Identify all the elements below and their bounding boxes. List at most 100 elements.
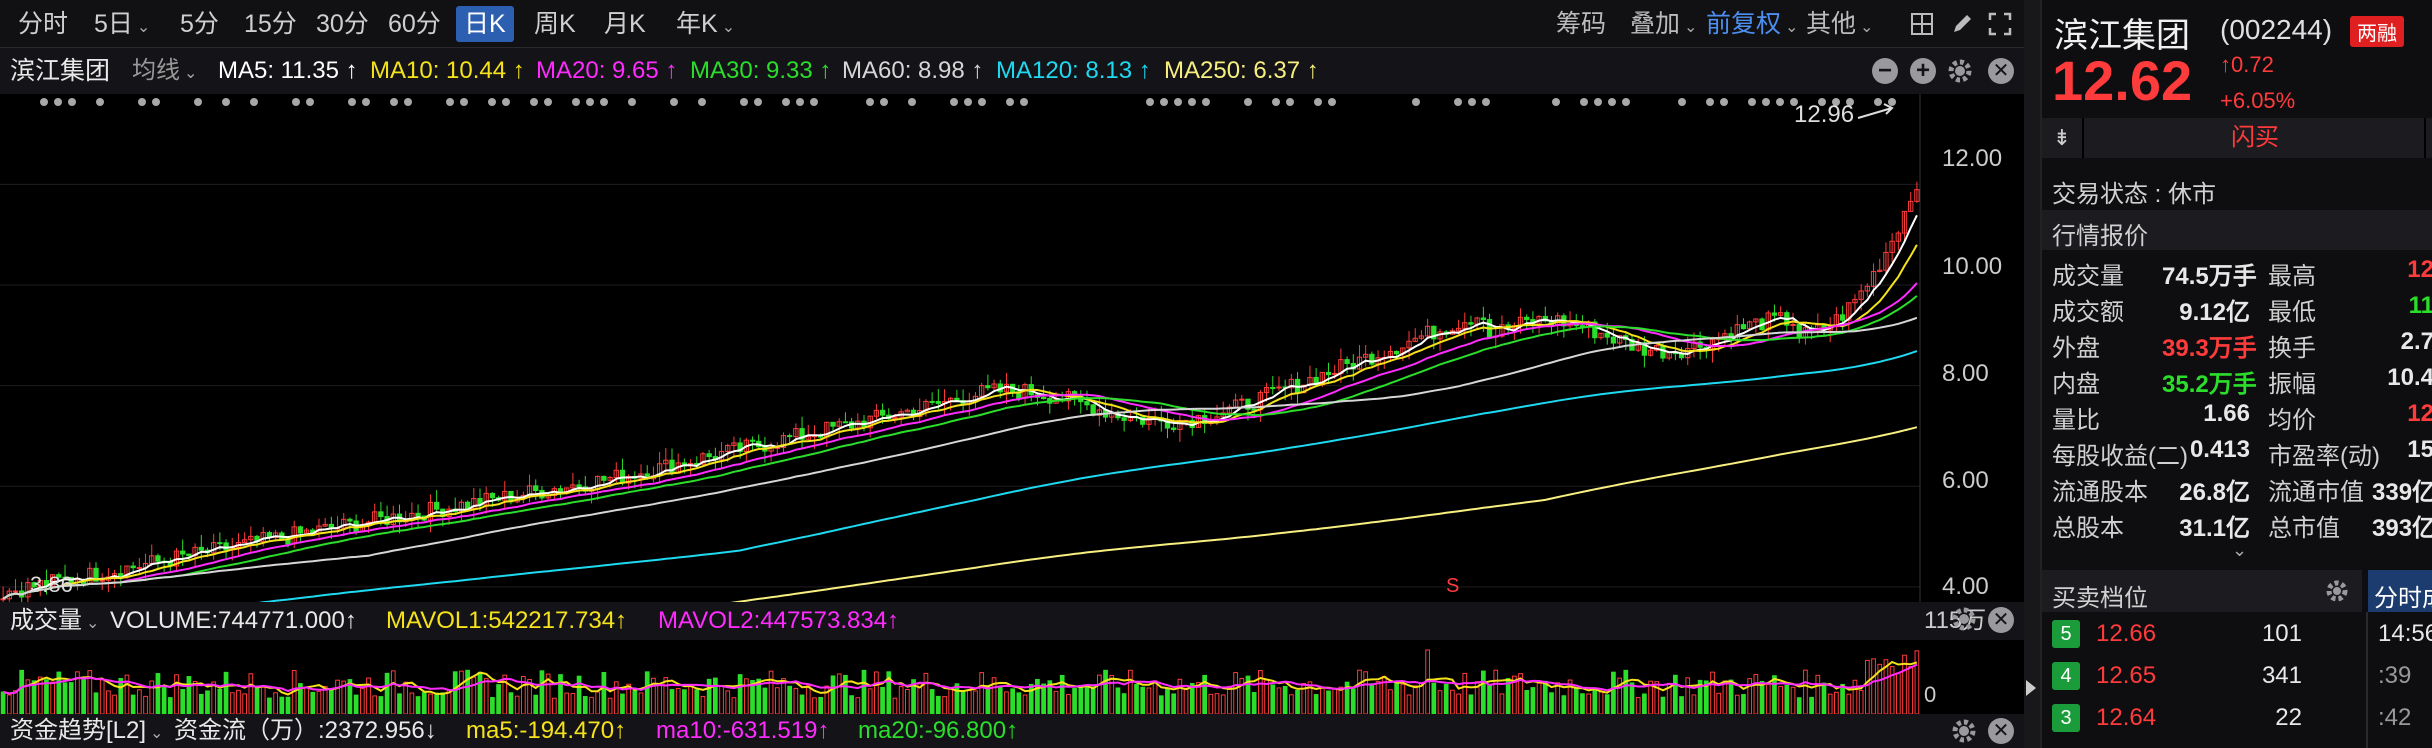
volume-bar	[229, 692, 235, 714]
volume-bar	[483, 678, 489, 714]
volume-bar	[1251, 692, 1257, 714]
candle-body	[378, 511, 384, 518]
draw-pen-icon[interactable]	[1950, 12, 1974, 36]
tab-tick-trades[interactable]: 分时成	[2368, 570, 2432, 612]
sell-price[interactable]: 12.64	[2096, 704, 2157, 731]
event-dot	[1314, 98, 1322, 106]
volume-bar	[446, 689, 452, 714]
volume-bar	[1233, 672, 1238, 714]
event-dot	[1748, 98, 1756, 106]
period-tab-weekly[interactable]: 周K	[534, 10, 576, 38]
period-tab-daily[interactable]: 日K	[456, 6, 514, 42]
event-dot	[1482, 98, 1490, 106]
settings-gear-icon[interactable]	[1946, 57, 1974, 85]
volume-bar	[99, 679, 105, 714]
fullscreen-icon[interactable]	[1988, 12, 2012, 36]
candle-body	[1424, 325, 1431, 337]
period-tab-monthly[interactable]: 月K	[604, 10, 646, 38]
adjust-dropdown[interactable]: 前复权 ⌄	[1706, 0, 1798, 48]
event-dot	[1146, 98, 1154, 106]
sell-price[interactable]: 12.65	[2096, 662, 2157, 689]
period-tab-30min[interactable]: 30分	[316, 10, 369, 38]
settings-gear-icon[interactable]	[1950, 605, 1978, 633]
candle-body	[502, 490, 508, 501]
volume-bar	[366, 677, 371, 714]
close-icon[interactable]: ✕	[1988, 607, 2014, 633]
volume-header: 成交量 ⌄ VOLUME:744771.000↑ MAVOL1:542217.73…	[0, 602, 2024, 640]
chevron-down-icon: ⌄	[184, 65, 198, 82]
volume-bar	[1189, 682, 1195, 714]
chips-button[interactable]: 筹码	[1556, 10, 1607, 38]
volume-bar	[1877, 663, 1883, 714]
sell-price[interactable]: 12.66	[2096, 620, 2157, 647]
period-tab-15min[interactable]: 15分	[244, 10, 297, 38]
event-dot	[390, 98, 398, 106]
collapse-arrow-icon[interactable]	[2026, 680, 2036, 696]
price-change-value: 0.72	[2231, 52, 2274, 77]
event-dot	[698, 98, 706, 106]
candle-body	[25, 582, 31, 598]
volume-bar	[1183, 687, 1189, 714]
volume-bar	[1555, 682, 1561, 714]
quote-label: 流通股本	[2052, 479, 2148, 506]
candle-body	[904, 409, 911, 413]
candle-body	[217, 542, 223, 545]
chevron-down-icon[interactable]: ⌄	[2232, 540, 2248, 560]
volume-bars	[0, 649, 1920, 714]
expand-icon[interactable]: ⇟	[2042, 118, 2084, 158]
event-dot	[1832, 98, 1840, 106]
quote-label: 最低	[2268, 299, 2316, 326]
volume-bar	[254, 685, 260, 714]
volume-bar	[793, 687, 799, 714]
volume-bar	[1357, 669, 1362, 714]
volume-indicator-selector[interactable]: 成交量 ⌄	[10, 602, 99, 643]
volume-ma-line	[2, 663, 1918, 695]
volume-bar	[1282, 685, 1288, 714]
candle-body	[1270, 386, 1276, 389]
period-tab-yearly[interactable]: 年K ⌄	[668, 0, 743, 48]
volume-chart[interactable]: 0	[0, 640, 2024, 714]
candle-body	[1140, 416, 1146, 425]
moving-average-lines	[2, 214, 1918, 602]
volume-bar	[539, 670, 545, 714]
quote-label: 内盘	[2052, 371, 2100, 398]
volume-bar	[1827, 693, 1833, 714]
volume-bar	[1127, 669, 1133, 714]
period-tab-5day[interactable]: 5日 ⌄	[86, 0, 158, 48]
fund-trend-header: 资金趋势[L2] ⌄ 资金流（万）:2372.956↓ ma5:-194.470↑…	[0, 714, 2024, 748]
close-icon[interactable]: ✕	[1988, 58, 2014, 84]
grid-layout-icon[interactable]	[1910, 12, 1934, 36]
zoom-out-icon[interactable]: −	[1872, 58, 1898, 84]
volume-bar	[1487, 685, 1492, 714]
volume-bar	[669, 689, 675, 714]
up-arrow-icon: ↑	[2220, 52, 2231, 77]
candle-body	[737, 442, 743, 453]
period-tab-5min[interactable]: 5分	[180, 10, 219, 38]
volume-bar	[273, 692, 278, 714]
volume-bar	[1072, 687, 1077, 714]
volume-bar	[787, 685, 793, 714]
close-icon[interactable]: ✕	[1988, 718, 2014, 744]
other-dropdown[interactable]: 其他 ⌄	[1806, 0, 1873, 48]
ma20-value: MA20: 9.65 ↑	[536, 57, 678, 84]
candle-body	[842, 421, 849, 424]
volume-bar	[1115, 687, 1121, 714]
candlestick-chart[interactable]: 12.96 3.86 S 12.00 10.00 8.00 6.00 4.00	[0, 94, 2024, 602]
fund-indicator-selector[interactable]: 资金趋势[L2] ⌄	[10, 714, 163, 748]
period-tab-60min[interactable]: 60分	[388, 10, 441, 38]
panel-splitter[interactable]	[2024, 0, 2040, 748]
settings-gear-icon[interactable]	[1950, 717, 1978, 745]
event-dot	[1412, 98, 1420, 106]
zoom-in-icon[interactable]: +	[1910, 58, 1936, 84]
candle-body	[1846, 302, 1852, 321]
overlay-dropdown[interactable]: 叠加 ⌄	[1630, 0, 1697, 48]
stock-name-label: 滨江集团	[10, 57, 111, 85]
period-tab-timeshare[interactable]: 分时	[18, 10, 69, 38]
candle-body	[793, 428, 799, 438]
candle-body	[322, 523, 328, 527]
flash-buy-button[interactable]: 闪买	[2086, 118, 2426, 158]
ma-selector[interactable]: 均线 ⌄	[132, 48, 197, 94]
volume-bar	[911, 679, 916, 714]
settings-gear-icon[interactable]	[2324, 578, 2350, 604]
event-dot	[1188, 98, 1196, 106]
